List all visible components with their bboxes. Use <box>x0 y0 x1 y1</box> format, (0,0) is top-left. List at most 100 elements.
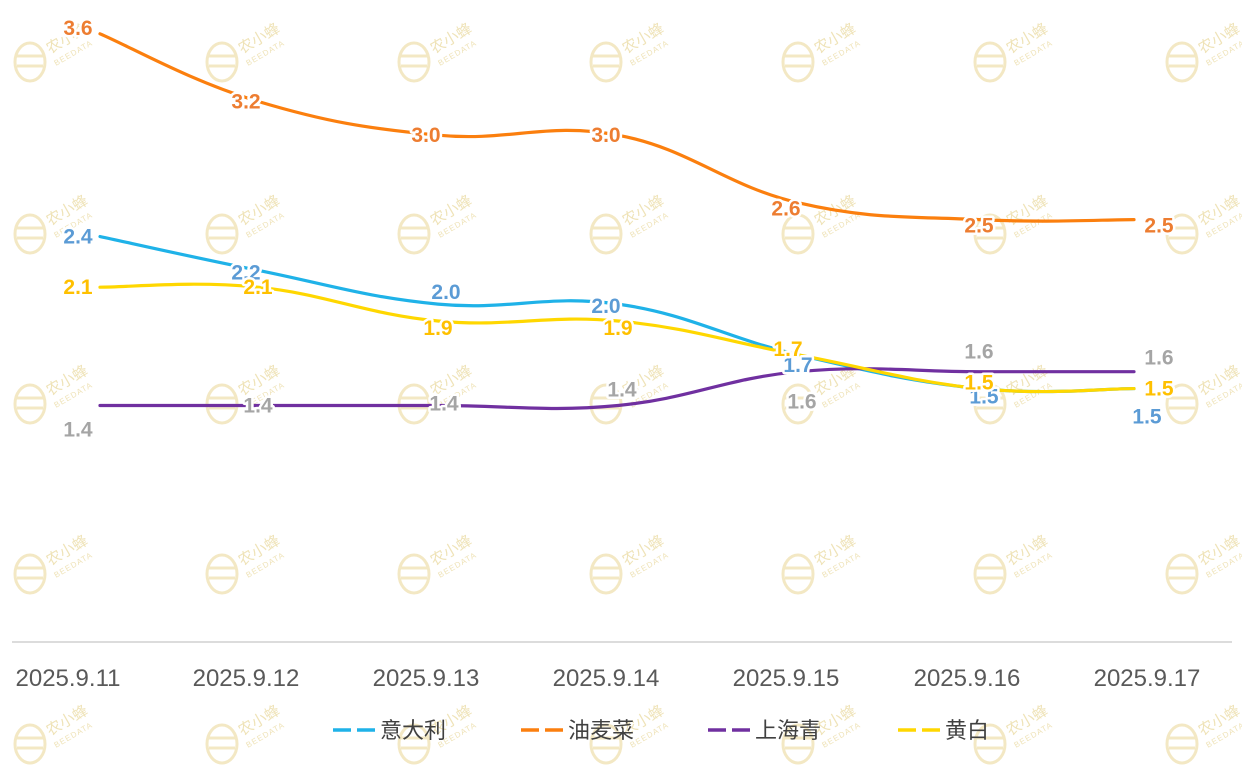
data-label-halo-2-1: 1.4 <box>243 394 273 417</box>
data-label-halo-3-2: 1.9 <box>423 317 452 340</box>
data-label-halo-0-2: 2.0 <box>431 281 460 304</box>
data-label-halo-3-1: 2.1 <box>243 276 273 299</box>
bee-logo-icon <box>1165 41 1199 83</box>
x-tick-label-1: 2025.9.12 <box>193 665 300 692</box>
data-label-3-6: 1.5 <box>1144 378 1174 401</box>
data-label-2-6: 1.6 <box>1144 347 1173 370</box>
bee-logo-icon <box>13 553 47 595</box>
bee-logo-icon <box>13 383 47 425</box>
data-label-0-0: 2.4 <box>63 226 93 249</box>
legend-label-0: 意大利 <box>380 718 446 743</box>
data-label-3-1: 2.1 <box>243 276 273 299</box>
data-label-halo-3-3: 1.9 <box>603 317 632 340</box>
bee-logo-icon <box>781 213 815 255</box>
data-label-halo-1-3: 3.0 <box>591 124 620 147</box>
x-tick-label-5: 2025.9.16 <box>914 665 1021 692</box>
bee-logo-icon <box>973 213 1007 255</box>
bee-logo-icon <box>13 723 47 765</box>
bee-logo-icon <box>1165 383 1199 425</box>
x-tick-label-0: 2025.9.11 <box>16 665 121 692</box>
data-label-2-1: 1.4 <box>243 394 273 417</box>
bee-logo-icon <box>973 723 1007 765</box>
data-label-halo-3-5: 1.5 <box>964 372 994 395</box>
data-label-3-2: 1.9 <box>423 317 452 340</box>
legend-item-3: 黄白 <box>898 718 989 743</box>
data-label-0-4: 1.7 <box>783 354 812 377</box>
x-axis-tick-labels: 2025.9.11 2025.9.12 2025.9.13 2025.9.14 2025… <box>16 665 1201 692</box>
bee-logo-icon <box>205 213 239 255</box>
data-label-3-3: 1.9 <box>603 317 632 340</box>
data-label-0-3: 2.0 <box>591 295 620 318</box>
bee-logo-icon <box>589 41 623 83</box>
legend-item-1: 油麦菜 <box>521 718 634 743</box>
bee-logo-icon <box>781 723 815 765</box>
legend-item-2: 上海青 <box>708 718 821 743</box>
bee-logo-icon <box>973 41 1007 83</box>
bee-logo-icon <box>13 213 47 255</box>
bee-logo-icon <box>397 553 431 595</box>
bee-logo-icon <box>1165 723 1199 765</box>
legend: 意大利 油麦菜 上海青 黄白 <box>333 718 989 743</box>
data-label-0-6: 1.5 <box>1132 406 1162 429</box>
data-label-halo-0-1: 2.2 <box>231 261 260 284</box>
data-label-1-0: 3.6 <box>63 17 92 40</box>
legend-label-1: 油麦菜 <box>568 718 634 743</box>
data-label-1-1: 3.2 <box>231 90 260 113</box>
data-label-halo-3-4: 1.7 <box>773 338 802 361</box>
data-label-1-3: 3.0 <box>591 124 620 147</box>
x-tick-label-4: 2025.9.15 <box>733 665 840 692</box>
data-label-halo-2-2: 1.4 <box>429 392 459 415</box>
data-label-halo-1-0: 3.6 <box>63 17 92 40</box>
data-label-halo-1-2: 3.0 <box>411 124 440 147</box>
data-label-3-4: 1.7 <box>773 338 802 361</box>
data-label-halo-0-5: 1.5 <box>969 386 999 409</box>
data-label-halo-1-5: 2.5 <box>964 215 994 238</box>
bee-logo-icon <box>205 723 239 765</box>
bee-logo-icon <box>973 383 1007 425</box>
data-label-2-2: 1.4 <box>429 392 459 415</box>
data-label-halo-0-3: 2.0 <box>591 295 620 318</box>
data-label-halo-2-0: 1.4 <box>63 418 93 441</box>
series-lines <box>98 32 1136 411</box>
data-label-2-4: 1.6 <box>787 391 816 414</box>
bee-logo-icon <box>13 41 47 83</box>
bee-logo-icon <box>973 553 1007 595</box>
data-label-halo-1-1: 3.2 <box>231 90 260 113</box>
data-label-1-6: 2.5 <box>1144 215 1174 238</box>
bee-logo-icon <box>1165 553 1199 595</box>
data-label-halo-0-0: 2.4 <box>63 226 93 249</box>
bee-logo-icon <box>781 41 815 83</box>
x-tick-label-2: 2025.9.13 <box>373 665 480 692</box>
bee-logo-icon <box>205 41 239 83</box>
bee-logo-icon <box>589 723 623 765</box>
data-labels: 2.42.42.22.22.02.02.02.01.71.71.51.51.51… <box>61 14 1177 444</box>
data-label-0-2: 2.0 <box>431 281 460 304</box>
data-label-3-5: 1.5 <box>964 372 994 395</box>
bee-logo-icon <box>205 553 239 595</box>
bee-logo-icon <box>397 213 431 255</box>
series-line-1 <box>98 32 1136 223</box>
data-label-halo-1-6: 2.5 <box>1144 215 1174 238</box>
legend-label-2: 上海青 <box>755 718 821 743</box>
data-label-2-3: 1.4 <box>607 378 637 401</box>
data-label-halo-2-3: 1.4 <box>607 378 637 401</box>
data-label-1-2: 3.0 <box>411 124 440 147</box>
